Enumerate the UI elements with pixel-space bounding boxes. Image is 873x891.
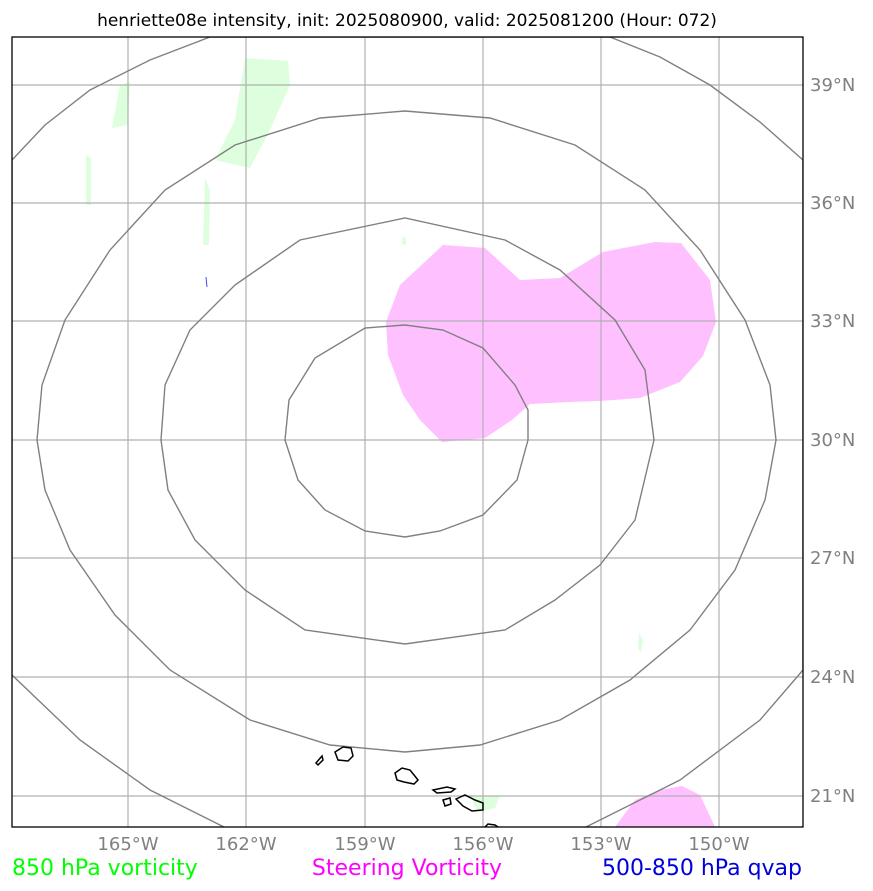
- vorticity-patch: [470, 795, 500, 812]
- lat-tick-label: 39°N: [810, 75, 855, 96]
- lat-tick-label: 33°N: [810, 311, 855, 332]
- vorticity-patch: [203, 178, 210, 245]
- coastline: [314, 746, 499, 827]
- lon-tick-label: 156°W: [452, 834, 513, 855]
- lon-tick-label: 150°W: [688, 834, 749, 855]
- qvap-contour: [205, 276, 208, 288]
- island-lanai: [442, 797, 452, 807]
- vorticity-patch: [215, 58, 290, 168]
- longitude-labels: 165°W 162°W 159°W 156°W 153°W 150°W: [97, 834, 749, 855]
- island-kauai: [334, 746, 354, 762]
- island-niihau: [314, 754, 324, 767]
- steering-vorticity-patch: [386, 242, 716, 442]
- lat-tick-label: 24°N: [810, 667, 855, 688]
- vorticity-patch: [86, 155, 91, 205]
- vorticity-patch: [402, 236, 406, 245]
- legend-850-hpa-vorticity: 850 hPa vorticity: [12, 856, 198, 881]
- legend-500-850-hpa-qvap: 500-850 hPa qvap: [602, 856, 802, 881]
- map-frame: [11, 36, 804, 828]
- lat-tick-label: 21°N: [810, 786, 855, 807]
- island-maui: [454, 794, 484, 812]
- map-title: henriette08e intensity, init: 2025080900…: [97, 11, 717, 31]
- range-ring: [160, 217, 655, 645]
- legend-steering-vorticity: Steering Vorticity: [312, 856, 502, 881]
- island-hawaii: [484, 823, 499, 827]
- latitude-labels: 39°N 36°N 33°N 30°N 27°N 24°N 21°N: [810, 75, 855, 807]
- legend: 850 hPa vorticity Steering Vorticity 500…: [12, 856, 802, 881]
- island-oahu: [394, 767, 420, 785]
- lon-tick-label: 153°W: [570, 834, 631, 855]
- range-ring: [12, 37, 803, 827]
- lat-tick-label: 30°N: [810, 430, 855, 451]
- range-ring: [284, 324, 529, 538]
- lat-tick-label: 36°N: [810, 193, 855, 214]
- range-ring: [36, 110, 777, 753]
- steering-vorticity-shading: [386, 242, 716, 827]
- map-plot-area: [12, 37, 803, 827]
- lon-tick-label: 165°W: [97, 834, 158, 855]
- vorticity-patch: [112, 82, 130, 128]
- graticule: [12, 37, 803, 827]
- island-molokai: [431, 786, 457, 794]
- lon-tick-label: 162°W: [215, 834, 276, 855]
- steering-vorticity-patch: [615, 786, 715, 827]
- lat-tick-label: 27°N: [810, 548, 855, 569]
- lon-tick-label: 159°W: [334, 834, 395, 855]
- range-rings: [12, 37, 803, 827]
- vorticity-patch: [638, 633, 643, 653]
